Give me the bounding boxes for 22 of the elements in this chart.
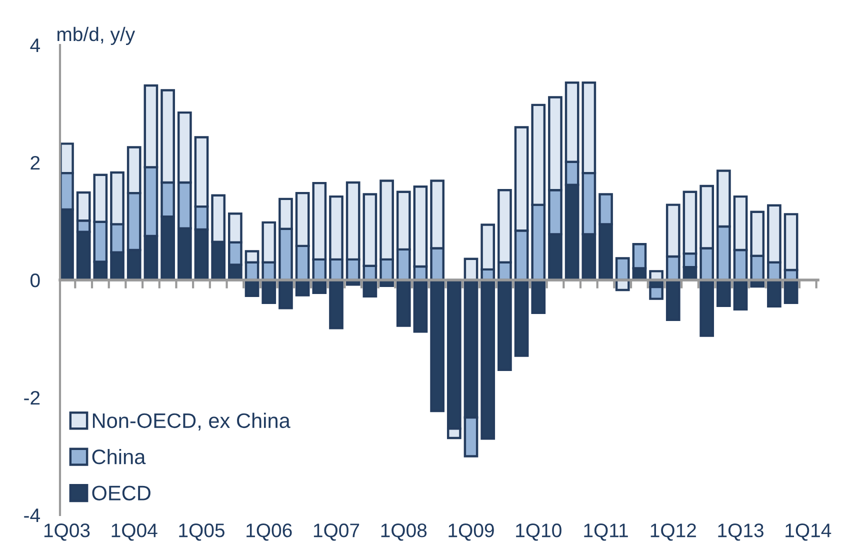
y-tick-label: 0: [30, 273, 40, 288]
x-tick-label: 1Q05: [179, 524, 224, 541]
x-tick-label: 1Q04: [112, 524, 158, 541]
legend-label: China: [92, 448, 146, 464]
x-tick-label: 1Q09: [448, 524, 494, 541]
x-tick-label: 1Q11: [584, 524, 628, 541]
y-tick-label: -2: [24, 390, 40, 405]
x-tick-label: 1Q12: [650, 524, 696, 541]
y-tick-label: 4: [30, 38, 40, 52]
y-tick-label: -4: [24, 508, 40, 522]
x-tick-label: 1Q13: [718, 524, 764, 541]
bar: [649, 286, 664, 300]
x-tick-label: 1Q06: [246, 524, 292, 541]
x-tick-label: 1Q10: [516, 524, 562, 541]
legend-label: OECD: [92, 486, 150, 500]
x-tick-label: 1Q14: [786, 524, 832, 541]
legend-label: Non-OECD, ex China: [92, 412, 290, 431]
x-tick-label: 1Q03: [44, 524, 90, 541]
x-tick-label: 1Q08: [381, 524, 427, 541]
x-tick-label: 1Q07: [314, 524, 360, 541]
y-tick-label: 2: [30, 156, 40, 170]
y-axis-title: mb/d, y/y: [58, 26, 136, 45]
